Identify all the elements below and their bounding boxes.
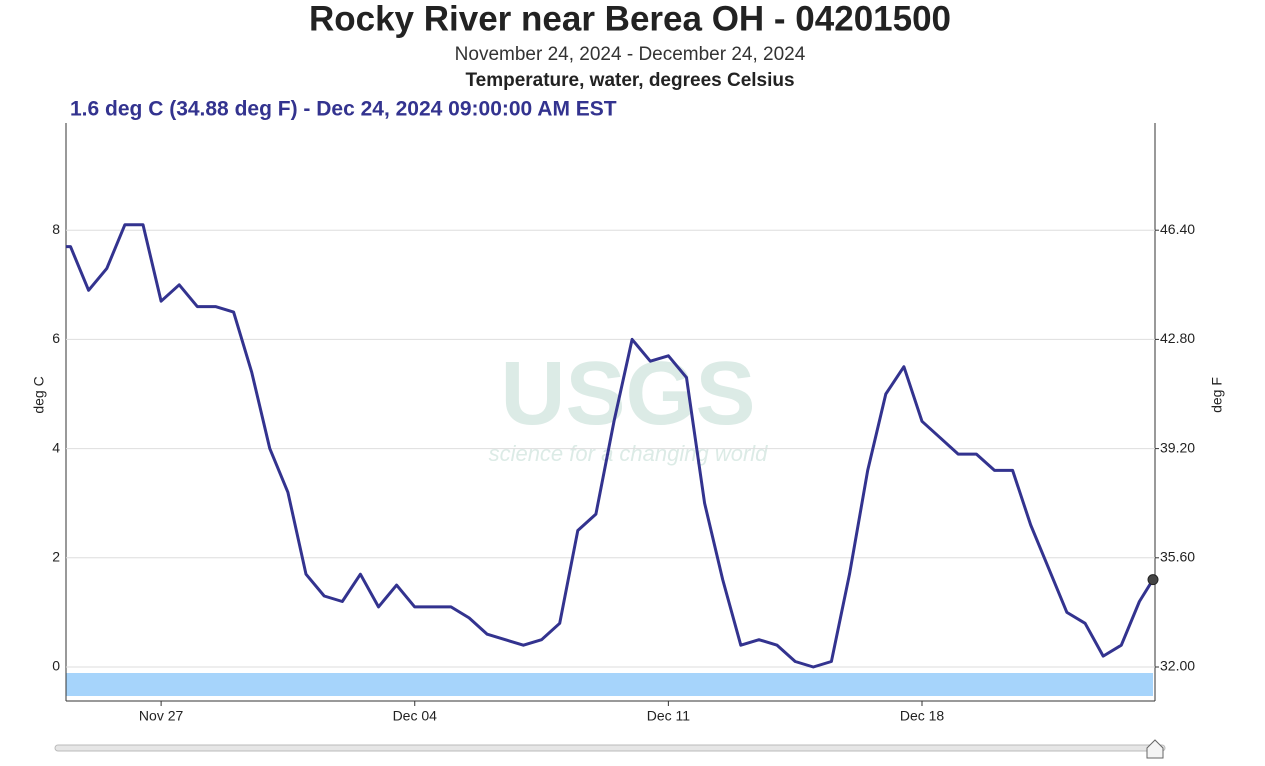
latest-point [1147, 574, 1159, 586]
x-tick-label: Dec 11 [647, 708, 691, 724]
y2-tick-label: 42.80 [1160, 330, 1195, 346]
y2-tick-label: 32.00 [1160, 658, 1195, 674]
y-tick-label: 2 [52, 549, 60, 565]
range-slider[interactable] [54, 744, 1166, 752]
x-tick-label: Dec 04 [393, 708, 438, 724]
x-tick-label: Nov 27 [139, 708, 184, 724]
x-tick-label: Dec 18 [900, 708, 945, 724]
y2-tick-label: 35.60 [1160, 549, 1195, 565]
parameter: Temperature, water, degrees Celsius [465, 70, 794, 91]
y2-axis-label: deg F [1209, 377, 1225, 413]
watermark-tagline: science for a changing world [489, 441, 769, 466]
y-tick-label: 0 [52, 658, 60, 674]
y-tick-label: 6 [52, 330, 60, 346]
y-tick-label: 8 [52, 221, 60, 237]
data-band [66, 673, 1153, 696]
subtitle: November 24, 2024 - December 24, 2024 [455, 44, 806, 65]
chart-title: Rocky River near Berea OH - 04201500 [309, 0, 951, 38]
y2-tick-label: 46.40 [1160, 221, 1195, 237]
y-tick-label: 4 [52, 439, 60, 455]
y-axis-label: deg C [31, 376, 47, 413]
y2-tick-label: 39.20 [1160, 439, 1195, 455]
slider-handle[interactable] [1146, 739, 1164, 759]
latest-reading: 1.6 deg C (34.88 deg F) - Dec 24, 2024 0… [70, 98, 617, 121]
data-line [66, 223, 1155, 669]
